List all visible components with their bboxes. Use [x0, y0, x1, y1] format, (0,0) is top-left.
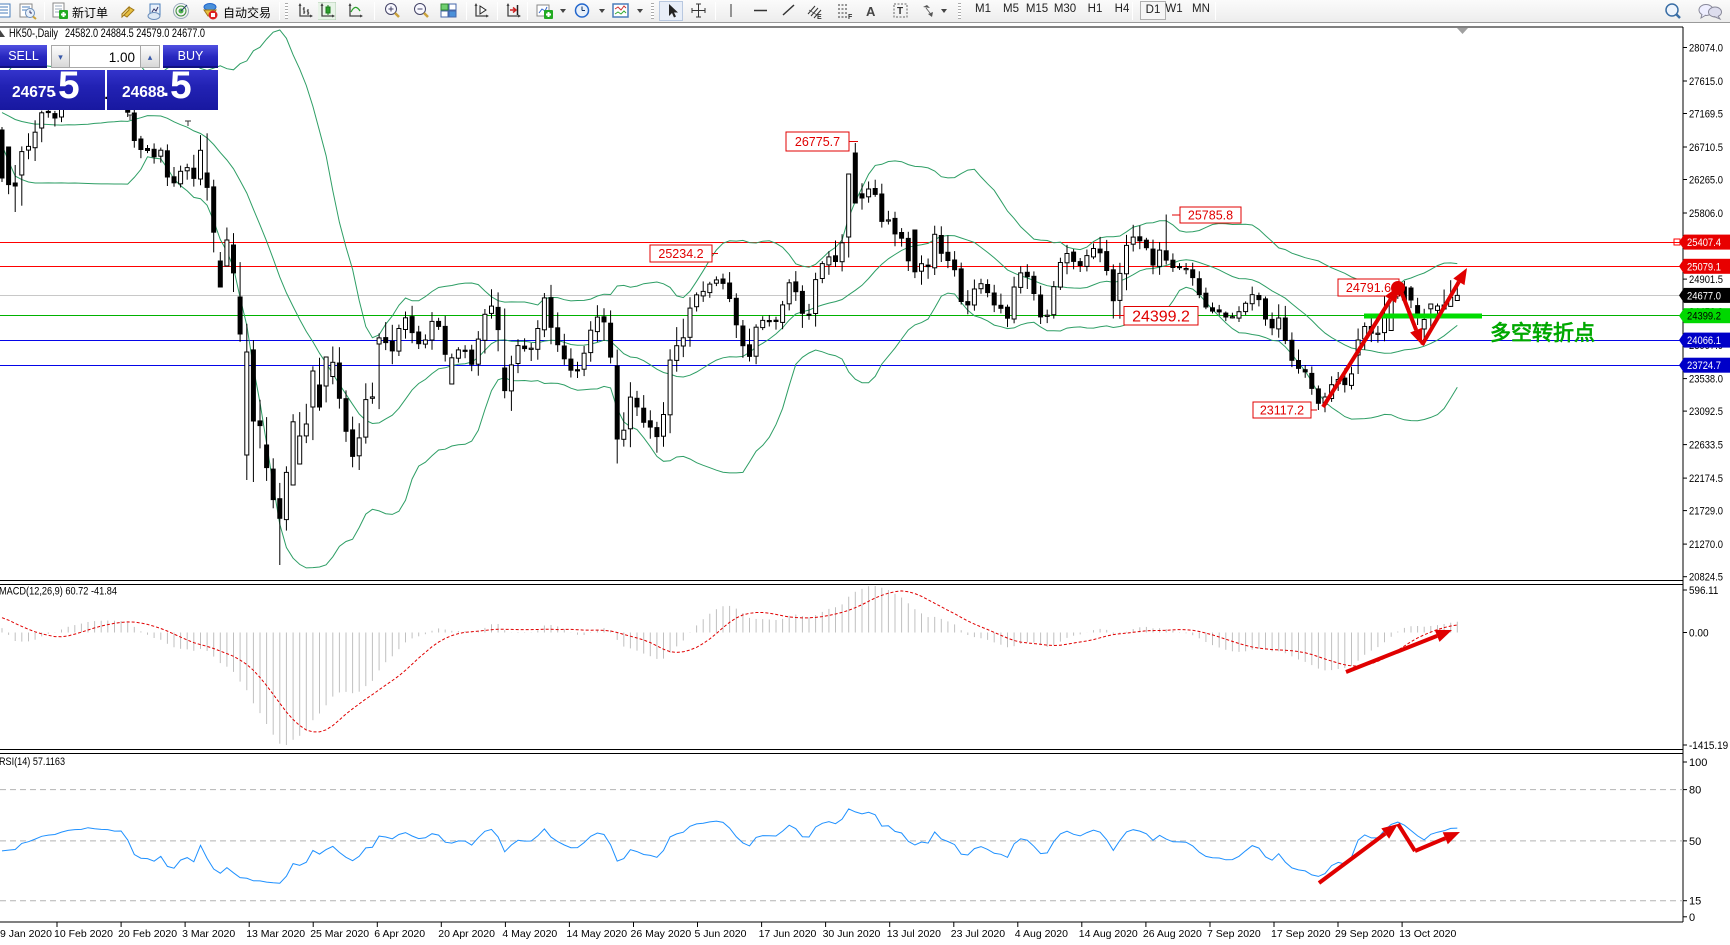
svg-text:50: 50 [1689, 836, 1701, 848]
svg-text:25407.4: 25407.4 [1687, 237, 1721, 249]
svg-text:25785.8: 25785.8 [1188, 209, 1233, 223]
svg-text:0.00: 0.00 [1689, 628, 1709, 640]
svg-text:20 Apr 2020: 20 Apr 2020 [438, 928, 495, 940]
svg-text:RSI(14) 57.1163: RSI(14) 57.1163 [0, 756, 65, 768]
svg-text:22174.5: 22174.5 [1689, 473, 1723, 485]
svg-text:23117.2: 23117.2 [1260, 404, 1304, 418]
svg-text:23538.0: 23538.0 [1689, 374, 1723, 386]
svg-text:3 Mar 2020: 3 Mar 2020 [182, 928, 235, 940]
svg-text:26710.5: 26710.5 [1689, 142, 1723, 154]
svg-text:24399.2: 24399.2 [1687, 311, 1721, 323]
svg-text:24901.5: 24901.5 [1689, 274, 1723, 286]
svg-text:15: 15 [1689, 896, 1701, 908]
svg-text:13 Oct 2020: 13 Oct 2020 [1399, 928, 1456, 940]
svg-text:26265.0: 26265.0 [1689, 175, 1723, 187]
svg-text:21270.0: 21270.0 [1689, 539, 1723, 551]
svg-text:9 Jan 2020: 9 Jan 2020 [0, 928, 52, 940]
svg-text:MACD(12,26,9) 60.72 -41.84: MACD(12,26,9) 60.72 -41.84 [0, 586, 117, 598]
svg-text:24399.2: 24399.2 [1132, 309, 1190, 326]
svg-text:F: F [848, 14, 853, 20]
svg-text:6 Apr 2020: 6 Apr 2020 [374, 928, 425, 940]
svg-text:0: 0 [1689, 912, 1695, 924]
svg-text:HK50-,Daily: HK50-,Daily [9, 26, 58, 40]
svg-text:27615.0: 27615.0 [1689, 76, 1723, 88]
svg-text:13 Mar 2020: 13 Mar 2020 [246, 928, 305, 940]
svg-text:23 Jul 2020: 23 Jul 2020 [951, 928, 1005, 940]
svg-text:-1415.19: -1415.19 [1689, 740, 1728, 752]
svg-text:17 Jun 2020: 17 Jun 2020 [759, 928, 817, 940]
svg-text:29 Sep 2020: 29 Sep 2020 [1335, 928, 1395, 940]
svg-text:24066.1: 24066.1 [1687, 335, 1721, 347]
svg-text:多空转折点: 多空转折点 [1490, 321, 1595, 345]
svg-text:25806.0: 25806.0 [1689, 208, 1723, 220]
svg-text:E: E [817, 14, 822, 20]
svg-text:25079.1: 25079.1 [1687, 261, 1721, 273]
svg-text:30 Jun 2020: 30 Jun 2020 [823, 928, 881, 940]
svg-text:26 May 2020: 26 May 2020 [631, 928, 692, 940]
svg-text:23724.7: 23724.7 [1687, 360, 1721, 372]
svg-text:24677.0: 24677.0 [1687, 290, 1721, 302]
svg-text:24582.0 24884.5 24579.0 24677.: 24582.0 24884.5 24579.0 24677.0 [65, 26, 205, 40]
svg-text:25234.2: 25234.2 [658, 247, 703, 261]
svg-text:28074.0: 28074.0 [1689, 43, 1723, 55]
svg-text:13 Jul 2020: 13 Jul 2020 [887, 928, 941, 940]
svg-text:22633.5: 22633.5 [1689, 440, 1723, 452]
svg-text:10 Feb 2020: 10 Feb 2020 [54, 928, 113, 940]
svg-text:4 May 2020: 4 May 2020 [502, 928, 557, 940]
svg-text:26775.7: 26775.7 [795, 135, 840, 149]
svg-text:100: 100 [1689, 757, 1707, 769]
svg-text:17 Sep 2020: 17 Sep 2020 [1271, 928, 1331, 940]
svg-text:7 Sep 2020: 7 Sep 2020 [1207, 928, 1261, 940]
svg-text:14 May 2020: 14 May 2020 [566, 928, 627, 940]
svg-text:25 Mar 2020: 25 Mar 2020 [310, 928, 369, 940]
svg-text:T: T [897, 6, 903, 17]
svg-text:14 Aug 2020: 14 Aug 2020 [1079, 928, 1138, 940]
svg-text:26 Aug 2020: 26 Aug 2020 [1143, 928, 1202, 940]
svg-text:21729.0: 21729.0 [1689, 506, 1723, 518]
svg-text:23092.5: 23092.5 [1689, 406, 1723, 418]
svg-text:80: 80 [1689, 785, 1701, 797]
svg-text:20 Feb 2020: 20 Feb 2020 [118, 928, 177, 940]
svg-text:24791.6: 24791.6 [1346, 281, 1391, 295]
svg-text:4 Aug 2020: 4 Aug 2020 [1015, 928, 1068, 940]
svg-text:5 Jun 2020: 5 Jun 2020 [695, 928, 747, 940]
svg-text:27169.5: 27169.5 [1689, 109, 1723, 121]
svg-text:596.11: 596.11 [1689, 585, 1718, 597]
svg-text:20824.5: 20824.5 [1689, 572, 1723, 584]
